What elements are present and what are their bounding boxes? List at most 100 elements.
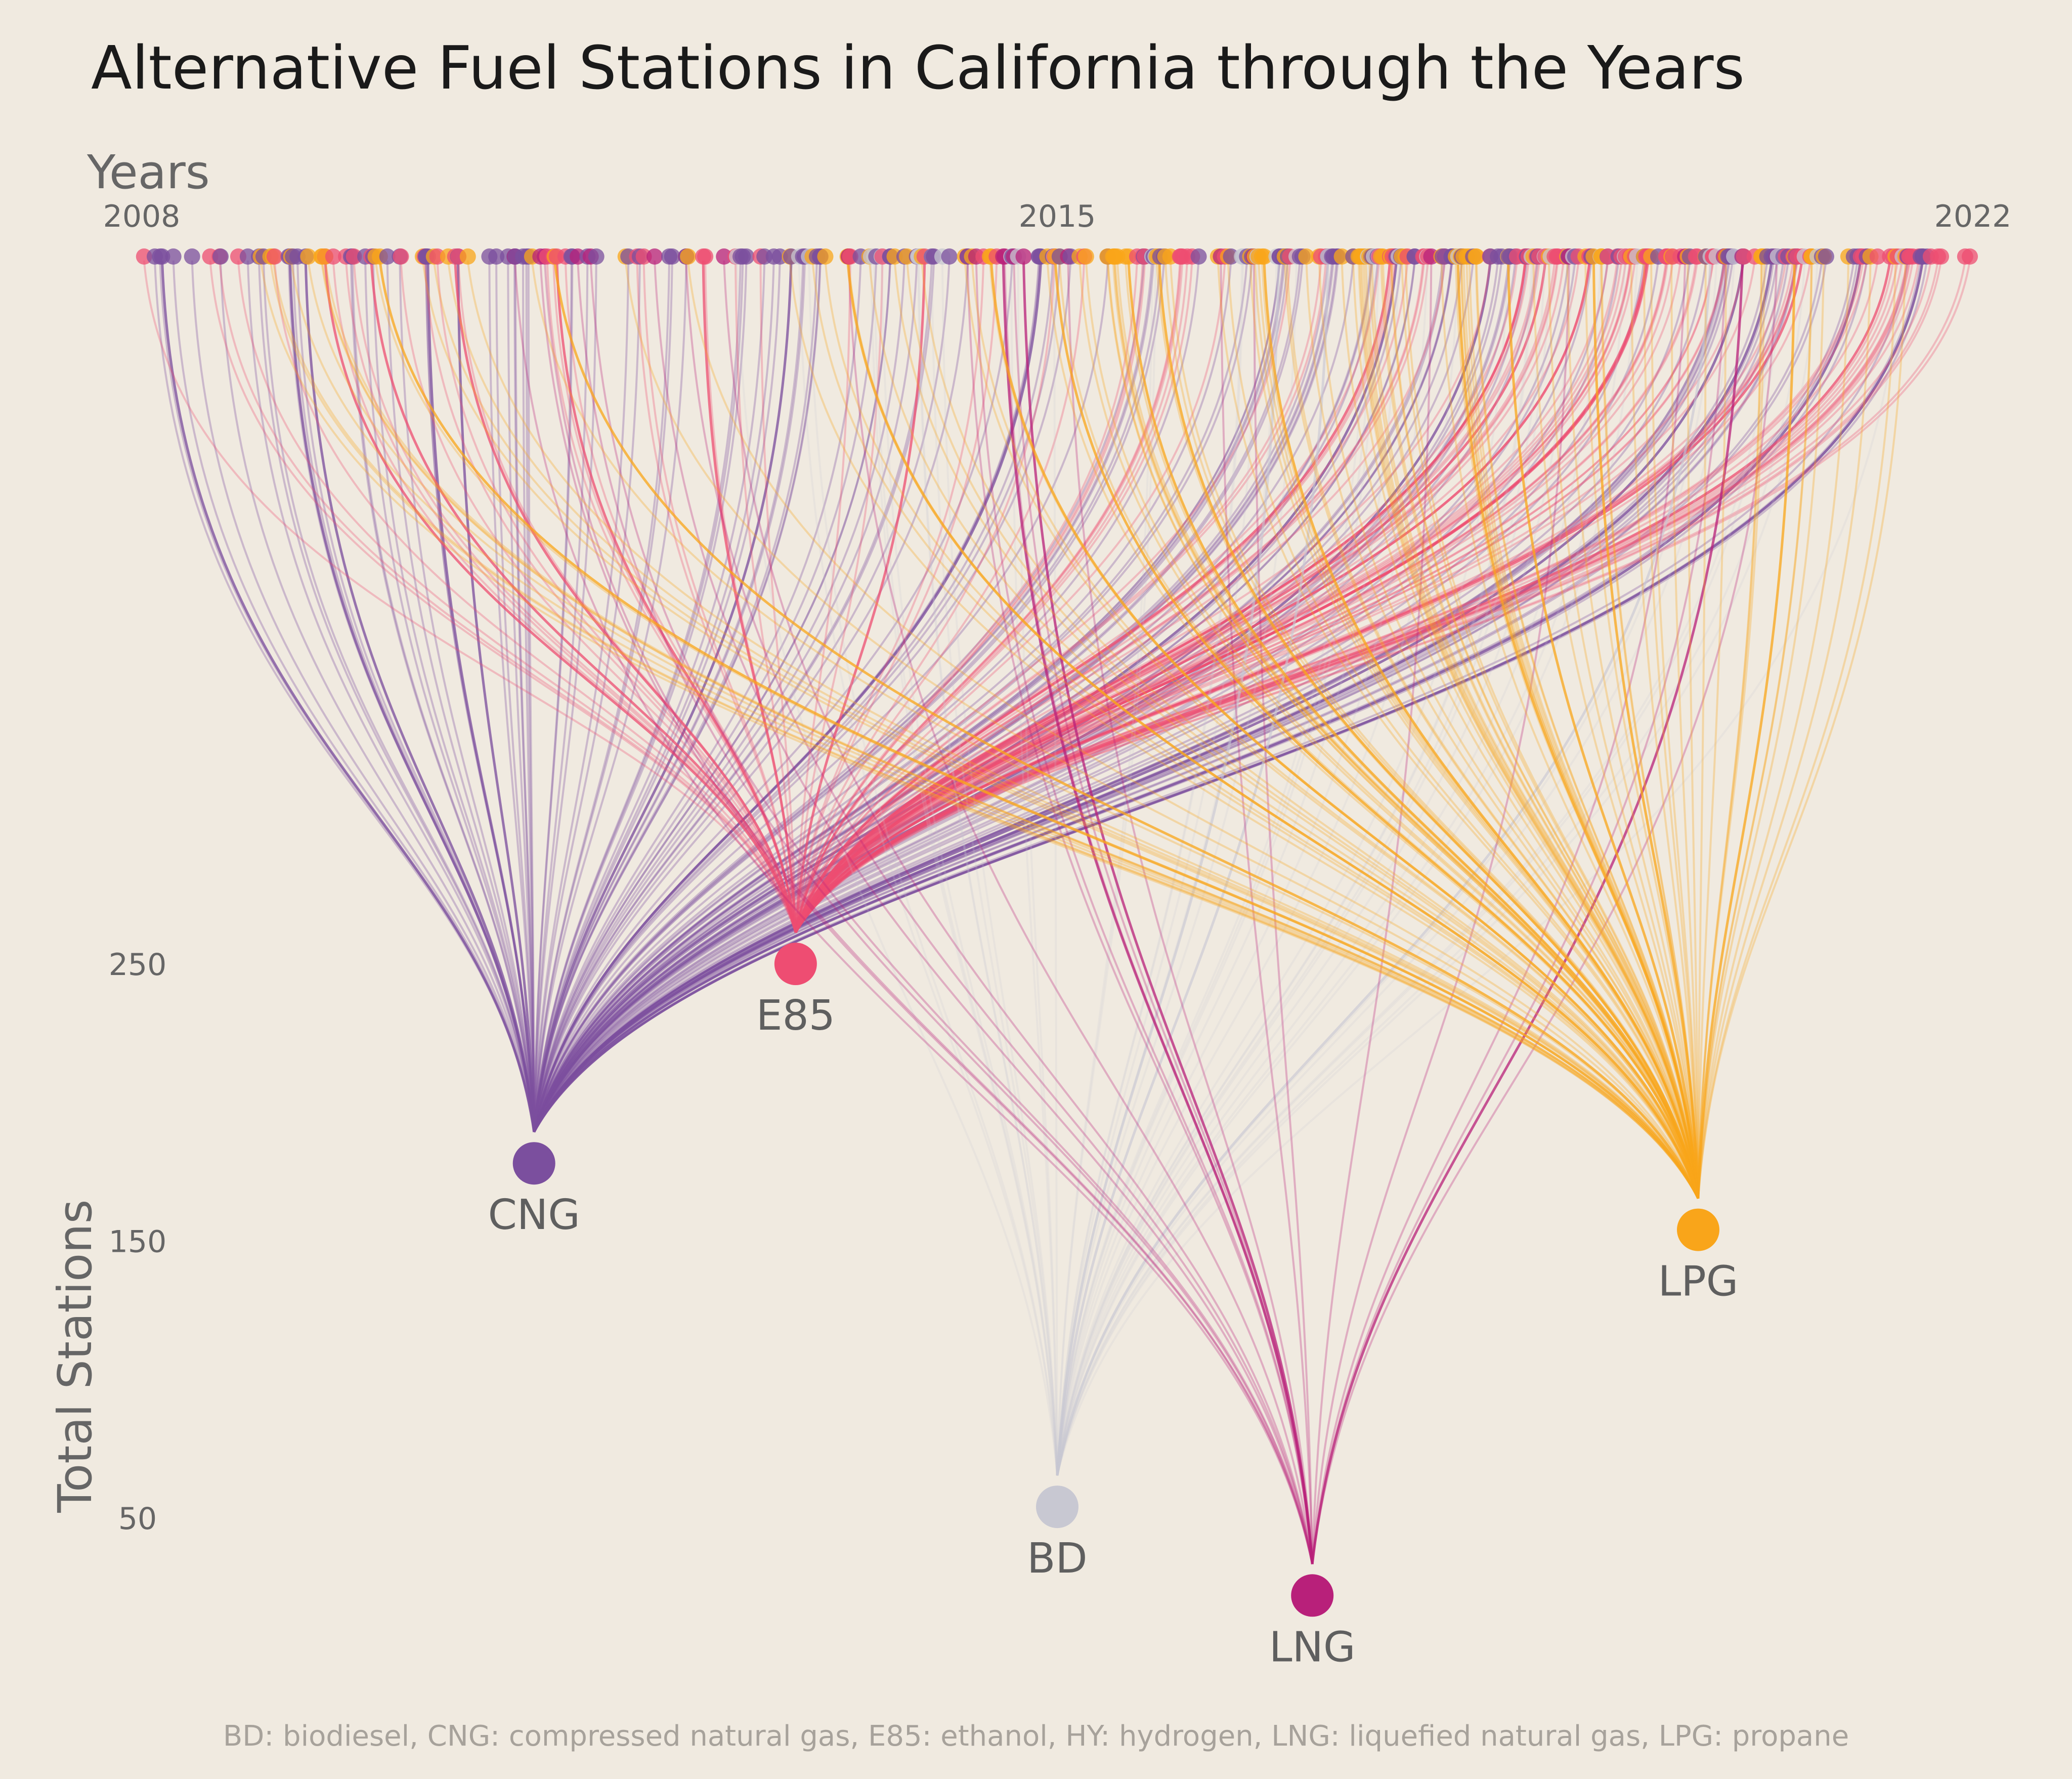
station-dot-e85 bbox=[346, 248, 362, 265]
station-link-lpg bbox=[1697, 260, 1727, 1199]
station-link-cng bbox=[533, 260, 766, 1132]
station-link-cng bbox=[533, 260, 1333, 1132]
station-link-bd bbox=[1056, 260, 1380, 1476]
station-link-lpg bbox=[1697, 260, 1796, 1199]
station-link-e85 bbox=[794, 260, 851, 933]
station-link-bd bbox=[1056, 260, 1626, 1476]
station-dot-cng bbox=[165, 248, 182, 265]
station-link-e85 bbox=[795, 260, 1787, 933]
station-link-lpg bbox=[553, 260, 1700, 1199]
station-link-bd bbox=[1056, 260, 1904, 1476]
station-link-cng bbox=[533, 260, 1014, 1132]
station-link-bd bbox=[808, 260, 1058, 1476]
station-link-bd bbox=[1056, 260, 1298, 1476]
station-link-cng bbox=[533, 260, 775, 1132]
station-link-e85 bbox=[642, 260, 797, 933]
station-dot-lpg bbox=[680, 248, 697, 265]
station-link-lng bbox=[543, 260, 1314, 1564]
station-link-lpg bbox=[1227, 260, 1699, 1199]
station-link-e85 bbox=[219, 260, 797, 933]
station-link-lpg bbox=[1670, 260, 1699, 1199]
station-link-cng bbox=[386, 260, 535, 1132]
station-link-e85 bbox=[795, 260, 1914, 933]
station-link-cng bbox=[533, 260, 1161, 1132]
station-link-e85 bbox=[794, 260, 1891, 934]
station-link-lpg bbox=[1359, 260, 1699, 1199]
station-link-bd bbox=[917, 260, 1058, 1476]
station-link-lpg bbox=[893, 260, 1699, 1199]
station-link-lpg bbox=[988, 260, 1699, 1199]
station-link-cng bbox=[533, 260, 1155, 1132]
station-link-lpg bbox=[1249, 260, 1699, 1199]
station-link-cng bbox=[525, 260, 535, 1132]
station-link-e85 bbox=[795, 260, 1648, 933]
station-link-cng bbox=[191, 260, 535, 1132]
station-link-lpg bbox=[1058, 260, 1699, 1199]
station-link-lng bbox=[1253, 260, 1314, 1564]
station-link-lng bbox=[847, 260, 1314, 1564]
station-link-lpg bbox=[1630, 260, 1699, 1199]
station-link-cng bbox=[533, 260, 1338, 1132]
station-link-e85 bbox=[794, 260, 1322, 933]
station-link-lpg bbox=[1697, 260, 1762, 1199]
station-link-lpg bbox=[1697, 260, 1707, 1199]
station-dot-e85 bbox=[393, 248, 409, 265]
station-link-e85 bbox=[794, 260, 1181, 933]
station-link-bd bbox=[1056, 260, 1785, 1476]
station-link-e85 bbox=[794, 260, 1527, 933]
station-link-lng bbox=[1002, 260, 1314, 1564]
station-dot-cng bbox=[379, 248, 396, 265]
station-dot-e85 bbox=[697, 248, 714, 265]
station-link-lpg bbox=[378, 260, 1700, 1199]
station-link-cng bbox=[533, 260, 1446, 1132]
station-link-lpg bbox=[1305, 260, 1699, 1199]
station-link-lpg bbox=[1687, 260, 1699, 1199]
station-link-cng bbox=[533, 260, 1797, 1133]
station-link-lpg bbox=[260, 260, 1699, 1199]
station-link-bd bbox=[931, 260, 1058, 1476]
station-link-e85 bbox=[237, 260, 797, 933]
station-link-lpg bbox=[1107, 260, 1699, 1199]
station-link-lpg bbox=[1364, 260, 1699, 1199]
station-link-lpg bbox=[1112, 260, 1699, 1199]
station-link-e85 bbox=[794, 260, 1424, 933]
station-link-lpg bbox=[1697, 260, 1812, 1199]
station-link-cng bbox=[533, 260, 573, 1132]
station-link-e85 bbox=[795, 260, 1565, 933]
station-link-cng bbox=[533, 260, 1727, 1133]
fuel-node-bd bbox=[1036, 1486, 1078, 1529]
station-link-e85 bbox=[794, 260, 1226, 933]
station-link-lpg bbox=[1362, 260, 1699, 1199]
station-link-e85 bbox=[795, 260, 1798, 933]
station-link-bd bbox=[1056, 260, 1533, 1476]
x-tick-label: 2008 bbox=[103, 199, 181, 234]
x-tick-label: 2015 bbox=[1019, 199, 1096, 234]
station-link-cng bbox=[533, 260, 744, 1132]
x-axis-title: Years bbox=[87, 145, 210, 199]
station-link-bd bbox=[1056, 260, 1244, 1476]
station-link-e85 bbox=[400, 260, 797, 933]
station-link-bd bbox=[1056, 260, 1574, 1476]
station-link-cng bbox=[533, 260, 1072, 1132]
station-link-cng bbox=[533, 260, 670, 1132]
station-link-lpg bbox=[1390, 260, 1699, 1199]
station-link-cng bbox=[533, 260, 1691, 1133]
station-link-e85 bbox=[795, 260, 1862, 933]
station-link-lpg bbox=[1114, 260, 1699, 1199]
station-link-lpg bbox=[1155, 260, 1699, 1199]
station-link-lpg bbox=[433, 260, 1699, 1199]
station-link-bd bbox=[736, 260, 1058, 1476]
station-link-e85 bbox=[795, 260, 1932, 934]
station-dot-lpg bbox=[459, 248, 476, 265]
station-link-e85 bbox=[324, 260, 797, 933]
station-link-cng bbox=[533, 260, 748, 1132]
station-link-cng bbox=[533, 260, 891, 1132]
station-link-lpg bbox=[1697, 260, 1896, 1199]
station-link-e85 bbox=[794, 260, 1429, 933]
station-link-lng bbox=[1067, 260, 1314, 1564]
station-link-e85 bbox=[795, 260, 1725, 933]
station-link-cng bbox=[533, 260, 891, 1132]
station-link-cng bbox=[533, 260, 1453, 1132]
station-dot-cng bbox=[588, 248, 605, 265]
station-link-e85 bbox=[332, 260, 797, 933]
